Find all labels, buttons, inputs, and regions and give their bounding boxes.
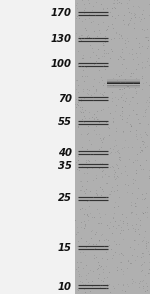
Bar (106, 83, 140, 84)
Text: 170: 170 (51, 8, 72, 18)
Bar (106, 80, 140, 81)
Text: 130: 130 (51, 34, 72, 44)
Bar (106, 82, 140, 83)
Bar (106, 87, 140, 88)
Text: 100: 100 (51, 59, 72, 69)
Text: 25: 25 (58, 193, 72, 203)
Bar (106, 84, 140, 85)
Bar (106, 86, 140, 87)
Bar (0, 0, 75, 294)
Bar (106, 79, 140, 80)
Bar (106, 85, 140, 86)
Text: 35: 35 (58, 161, 72, 171)
Text: 40: 40 (58, 148, 72, 158)
Text: 10: 10 (58, 282, 72, 292)
Text: 15: 15 (58, 243, 72, 253)
Text: 70: 70 (58, 94, 72, 104)
Text: 55: 55 (58, 117, 72, 127)
Bar (106, 81, 140, 82)
